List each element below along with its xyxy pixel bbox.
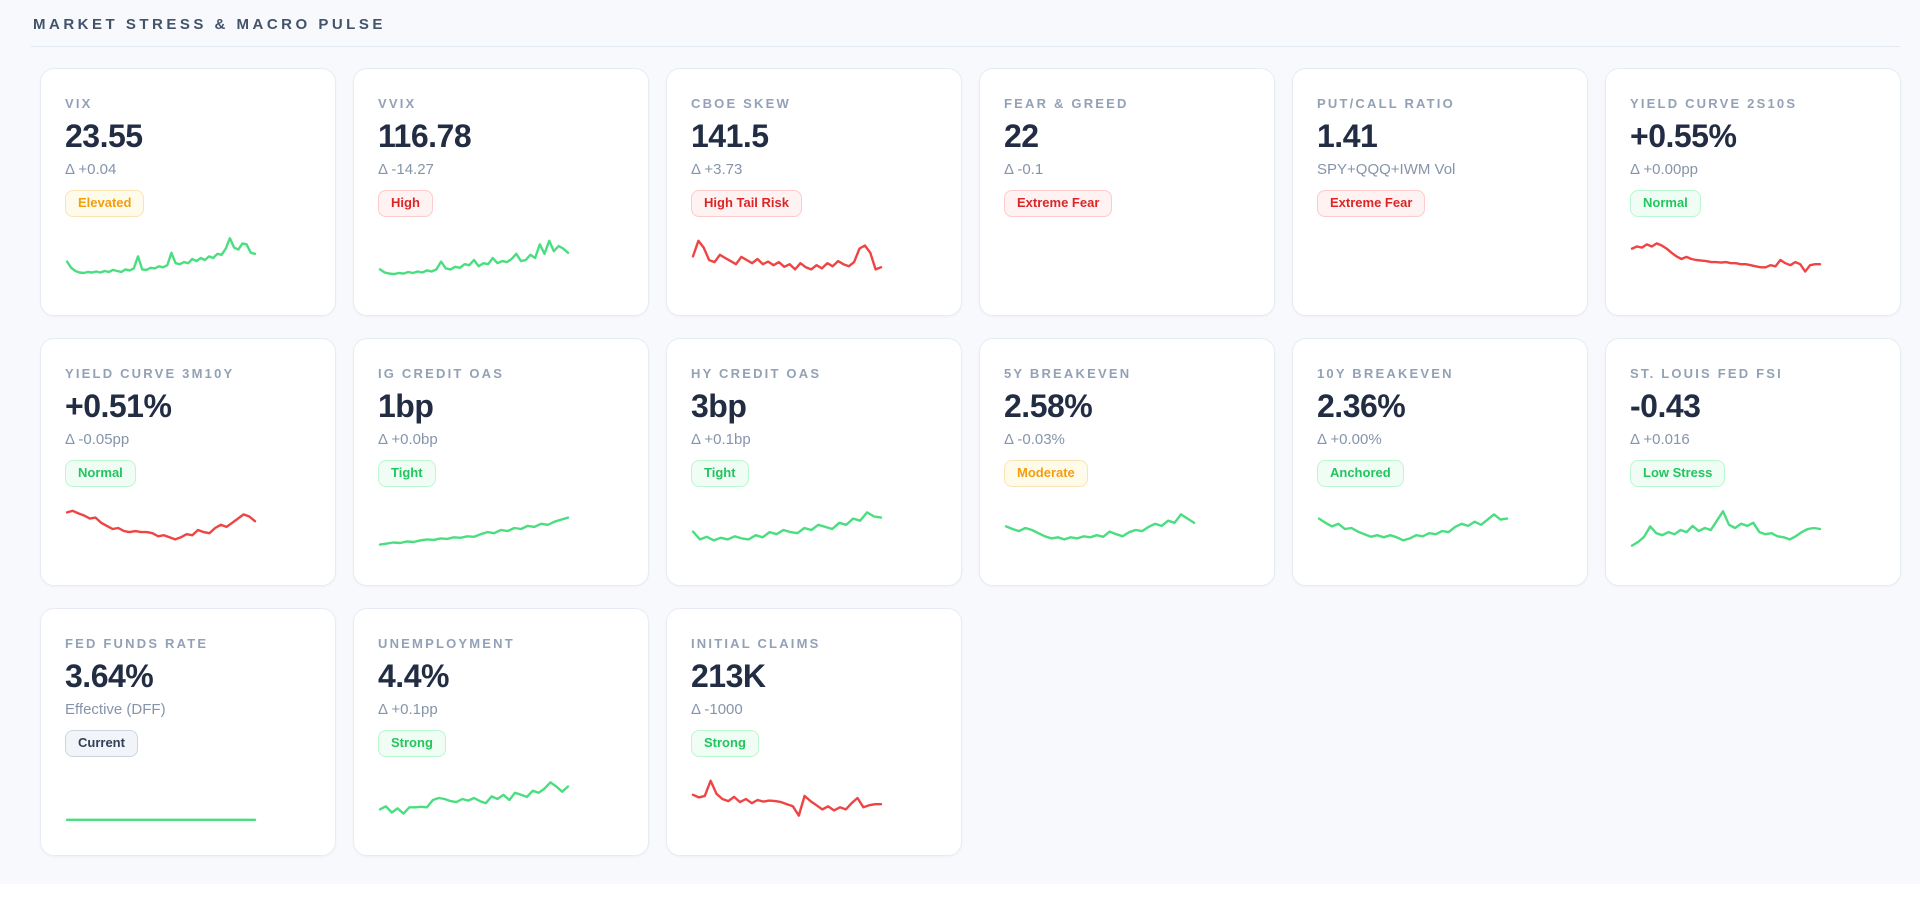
status-badge: Elevated: [65, 189, 145, 217]
status-badge: Moderate: [1004, 459, 1088, 487]
metric-card: VIX 23.55 Δ +0.04 Elevated: [40, 68, 336, 316]
metric-card: VVIX 116.78 Δ -14.27 High: [353, 68, 649, 316]
metric-card: ST. LOUIS FED FSI -0.43 Δ +0.016 Low Str…: [1605, 338, 1901, 586]
metric-card: INITIAL CLAIMS 213K Δ -1000 Strong: [666, 608, 962, 856]
status-badge: High: [378, 189, 433, 217]
metric-title: 10Y BREAKEVEN: [1317, 366, 1454, 381]
status-badge: High Tail Risk: [691, 189, 802, 217]
metric-value: 141.5: [691, 118, 769, 154]
metric-value: +0.55%: [1630, 118, 1737, 154]
metric-title: UNEMPLOYMENT: [378, 636, 515, 651]
metric-card: 5Y BREAKEVEN 2.58% Δ -0.03% Moderate: [979, 338, 1275, 586]
metric-title: YIELD CURVE 2S10S: [1630, 96, 1798, 111]
status-badge: Extreme Fear: [1317, 189, 1426, 217]
metric-title: INITIAL CLAIMS: [691, 636, 821, 651]
metric-delta: Δ +0.016: [1630, 430, 1690, 448]
sparkline-chart: [1630, 499, 1876, 559]
metric-value: 3.64%: [65, 658, 154, 694]
status-badge: Normal: [1630, 189, 1701, 217]
sparkline-chart: [1004, 229, 1250, 289]
metric-title: ST. LOUIS FED FSI: [1630, 366, 1783, 381]
metric-delta: Δ -0.03%: [1004, 430, 1065, 448]
metric-delta: Δ +0.00%: [1317, 430, 1382, 448]
metric-card: FEAR & GREED 22 Δ -0.1 Extreme Fear: [979, 68, 1275, 316]
status-badge: Low Stress: [1630, 459, 1726, 487]
metric-card: IG CREDIT OAS 1bp Δ +0.0bp Tight: [353, 338, 649, 586]
metric-value: 2.58%: [1004, 388, 1093, 424]
metric-title: PUT/CALL RATIO: [1317, 96, 1455, 111]
sparkline-chart: [65, 229, 311, 289]
metric-value: 116.78: [378, 118, 472, 154]
metric-card: PUT/CALL RATIO 1.41 SPY+QQQ+IWM Vol Extr…: [1292, 68, 1588, 316]
metric-delta: Δ -0.05pp: [65, 430, 130, 448]
metric-delta: Δ +0.00pp: [1630, 160, 1698, 178]
metric-delta: Δ -14.27: [378, 160, 434, 178]
metric-title: 5Y BREAKEVEN: [1004, 366, 1132, 381]
metric-delta: Δ +0.1pp: [378, 700, 438, 718]
status-badge: Extreme Fear: [1004, 189, 1113, 217]
sparkline-chart: [378, 229, 624, 289]
metric-value: +0.51%: [65, 388, 172, 424]
metric-card: YIELD CURVE 3M10Y +0.51% Δ -0.05pp Norma…: [40, 338, 336, 586]
metric-delta: Δ -0.1: [1004, 160, 1044, 178]
metric-value: 22: [1004, 118, 1039, 154]
status-badge: Strong: [691, 729, 759, 757]
status-badge: Current: [65, 729, 138, 757]
sparkline-chart: [691, 229, 937, 289]
metric-title: VVIX: [378, 96, 417, 111]
status-badge: Anchored: [1317, 459, 1404, 487]
status-badge: Tight: [691, 459, 749, 487]
metric-title: HY CREDIT OAS: [691, 366, 822, 381]
metric-value: 1bp: [378, 388, 434, 424]
section-header: MARKET STRESS & MACRO PULSE: [0, 0, 1920, 33]
section-title: MARKET STRESS & MACRO PULSE: [33, 16, 386, 33]
metric-value: 3bp: [691, 388, 747, 424]
sparkline-chart: [378, 769, 624, 829]
metric-title: CBOE SKEW: [691, 96, 791, 111]
sparkline-chart: [1630, 229, 1876, 289]
metric-title: IG CREDIT OAS: [378, 366, 505, 381]
metric-value: 2.36%: [1317, 388, 1406, 424]
sparkline-chart: [691, 499, 937, 559]
sparkline-chart: [1004, 499, 1250, 559]
metric-card: YIELD CURVE 2S10S +0.55% Δ +0.00pp Norma…: [1605, 68, 1901, 316]
metric-delta: Δ +0.1bp: [691, 430, 751, 448]
metric-title: YIELD CURVE 3M10Y: [65, 366, 235, 381]
sparkline-chart: [1317, 499, 1563, 559]
metric-value: 1.41: [1317, 118, 1378, 154]
sparkline-chart: [691, 769, 937, 829]
metric-title: VIX: [65, 96, 93, 111]
status-badge: Normal: [65, 459, 136, 487]
metric-value: 4.4%: [378, 658, 449, 694]
metric-value: 23.55: [65, 118, 143, 154]
metric-value: -0.43: [1630, 388, 1701, 424]
metric-delta: Δ +3.73: [691, 160, 743, 178]
sparkline-chart: [1317, 229, 1563, 289]
metric-card: 10Y BREAKEVEN 2.36% Δ +0.00% Anchored: [1292, 338, 1588, 586]
metric-delta: Δ -1000: [691, 700, 743, 718]
metric-delta: SPY+QQQ+IWM Vol: [1317, 160, 1456, 178]
sparkline-chart: [378, 499, 624, 559]
market-stress-section: MARKET STRESS & MACRO PULSE VIX 23.55 Δ …: [0, 0, 1920, 856]
metric-delta: Δ +0.0bp: [378, 430, 438, 448]
metric-delta: Δ +0.04: [65, 160, 117, 178]
metric-card: CBOE SKEW 141.5 Δ +3.73 High Tail Risk: [666, 68, 962, 316]
metric-card: UNEMPLOYMENT 4.4% Δ +0.1pp Strong: [353, 608, 649, 856]
metric-delta: Effective (DFF): [65, 700, 166, 718]
section-divider: [31, 46, 1900, 47]
sparkline-chart: [65, 499, 311, 559]
metric-card-grid: VIX 23.55 Δ +0.04 Elevated VVIX 116.78 Δ…: [40, 68, 1901, 856]
sparkline-chart: [65, 769, 311, 829]
status-badge: Strong: [378, 729, 446, 757]
metric-value: 213K: [691, 658, 766, 694]
metric-title: FEAR & GREED: [1004, 96, 1129, 111]
metric-card: HY CREDIT OAS 3bp Δ +0.1bp Tight: [666, 338, 962, 586]
status-badge: Tight: [378, 459, 436, 487]
metric-title: FED FUNDS RATE: [65, 636, 209, 651]
metric-card: FED FUNDS RATE 3.64% Effective (DFF) Cur…: [40, 608, 336, 856]
